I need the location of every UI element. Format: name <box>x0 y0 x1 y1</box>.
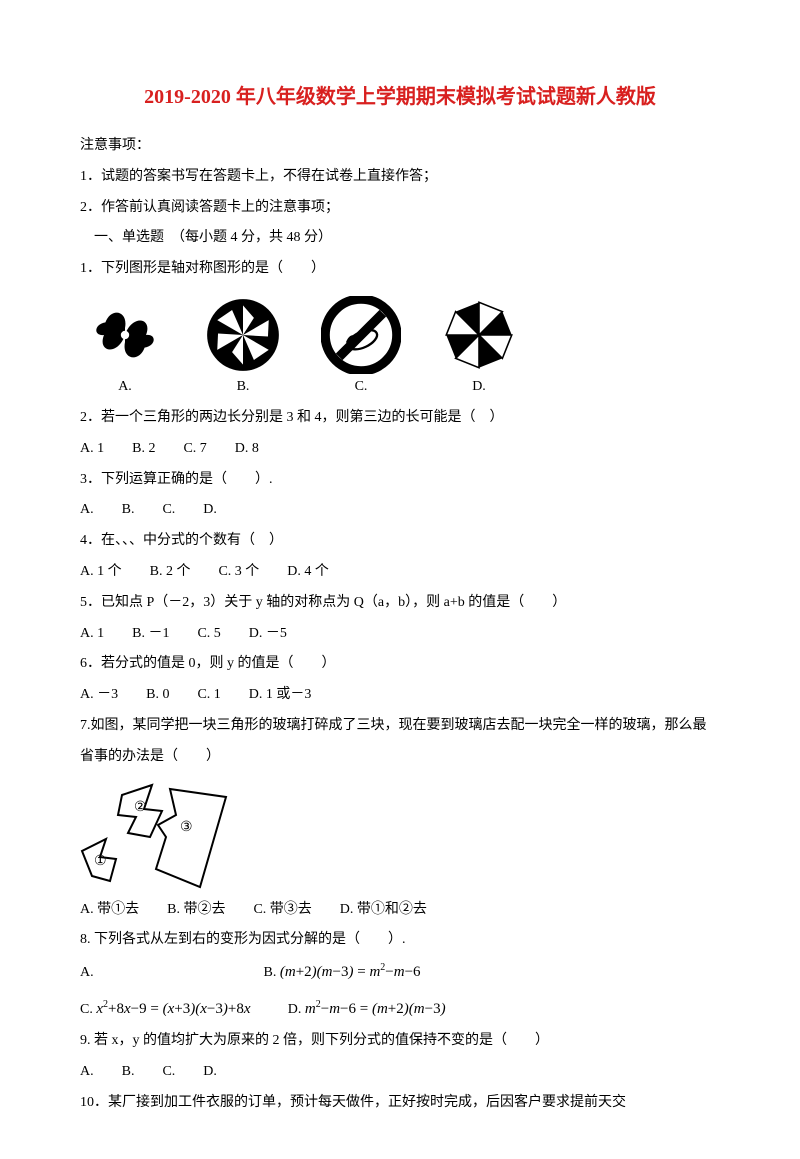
q8-opt-d-math: m2−m−6 = (m+2)(m−3) <box>305 1001 446 1017</box>
q9-stem: 9. 若 x，y 的值均扩大为原来的 2 倍，则下列分式的值保持不变的是（ ） <box>80 1026 720 1057</box>
q8-opt-a: A. <box>80 958 260 989</box>
svg-text:②: ② <box>134 800 147 815</box>
q8-options-row2: C. x2+8x−9 = (x+3)(x−3)+8x D. m2−m−6 = (… <box>80 993 720 1026</box>
svg-text:①: ① <box>94 854 107 869</box>
q1-figures <box>80 295 720 375</box>
notes-heading: 注意事项： <box>80 131 720 162</box>
q1-figure-a-icon <box>80 295 170 375</box>
q5-stem: 5．已知点 P（－2，3）关于 y 轴的对称点为 Q（a，b），则 a+b 的值… <box>80 588 720 619</box>
q1-label-c: C. <box>316 379 406 395</box>
q3-stem: 3．下列运算正确的是（ ）. <box>80 465 720 496</box>
q7-options: A. 带①去 B. 带②去 C. 带③去 D. 带①和②去 <box>80 895 720 926</box>
page-title: 2019-2020 年八年级数学上学期期末模拟考试试题新人教版 <box>80 80 720 109</box>
q1-stem: 1．下列图形是轴对称图形的是（ ） <box>80 254 720 285</box>
q8-opt-c-prefix: C. <box>80 1002 96 1017</box>
q4-options: A. 1 个 B. 2 个 C. 3 个 D. 4 个 <box>80 557 720 588</box>
q6-stem: 6．若分式的值是 0，则 y 的值是（ ） <box>80 649 720 680</box>
q1-label-b: B. <box>198 379 288 395</box>
q8-options-row1: A. B. (m+2)(m−3) = m2−m−6 <box>80 956 720 989</box>
q1-option-labels: A. B. C. D. <box>80 379 720 395</box>
q1-label-a: A. <box>80 379 170 395</box>
q2-options: A. 1 B. 2 C. 7 D. 8 <box>80 434 720 465</box>
q8-opt-d-prefix: D. <box>288 1002 305 1017</box>
note-2: 2．作答前认真阅读答题卡上的注意事项； <box>80 193 720 224</box>
q7-stem: 7.如图，某同学把一块三角形的玻璃打碎成了三块，现在要到玻璃店去配一块完全一样的… <box>80 711 720 773</box>
q1-label-d: D. <box>434 379 524 395</box>
q1-figure-d-icon <box>434 295 524 375</box>
q10-stem: 10．某厂接到加工件衣服的订单，预计每天做件，正好按时完成，后因客户要求提前天交 <box>80 1088 720 1119</box>
q8-stem: 8. 下列各式从左到右的变形为因式分解的是（ ）. <box>80 925 720 956</box>
section-1-heading: 一、单选题 （每小题 4 分，共 48 分） <box>80 223 720 254</box>
exam-page: 2019-2020 年八年级数学上学期期末模拟考试试题新人教版 注意事项： 1．… <box>0 0 800 1159</box>
svg-text:③: ③ <box>180 820 193 835</box>
q7-figure-icon: ① ② ③ <box>80 781 240 891</box>
note-1: 1．试题的答案书写在答题卡上，不得在试卷上直接作答； <box>80 162 720 193</box>
q9-options: A. B. C. D. <box>80 1057 720 1088</box>
q2-stem: 2．若一个三角形的两边长分别是 3 和 4，则第三边的长可能是（ ） <box>80 403 720 434</box>
q3-options: A. B. C. D. <box>80 495 720 526</box>
q5-options: A. 1 B. －1 C. 5 D. －5 <box>80 619 720 650</box>
q6-options: A. －3 B. 0 C. 1 D. 1 或－3 <box>80 680 720 711</box>
q4-stem: 4．在、、、中分式的个数有（ ） <box>80 526 720 557</box>
q8-opt-c-math: x2+8x−9 = (x+3)(x−3)+8x <box>96 1001 254 1017</box>
q8-opt-b-prefix: B. <box>264 965 280 980</box>
q8-opt-b-math: (m+2)(m−3) = m2−m−6 <box>280 964 421 980</box>
q1-figure-c-icon <box>316 295 406 375</box>
q1-figure-b-icon <box>198 295 288 375</box>
